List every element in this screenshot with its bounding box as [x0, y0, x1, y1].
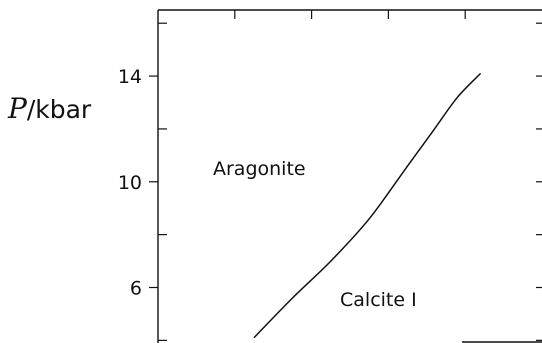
top-x-ticks	[234, 10, 466, 19]
y-tick-labels: 14 10 6	[118, 66, 142, 299]
annotation-calcite-i: Calcite I	[340, 289, 417, 311]
y-axis-label: P/kbar	[7, 92, 92, 125]
annotation-aragonite: Aragonite	[213, 158, 306, 180]
left-y-ticks	[149, 22, 167, 341]
y-tick-label: 10	[118, 172, 142, 194]
right-y-ticks	[536, 22, 542, 341]
y-axis-label-unit: /kbar	[27, 95, 92, 124]
y-axis-label-symbol: P	[7, 92, 28, 125]
phase-boundary-line	[253, 72, 482, 339]
y-tick-label: 6	[130, 278, 142, 300]
y-tick-label: 14	[118, 66, 142, 88]
